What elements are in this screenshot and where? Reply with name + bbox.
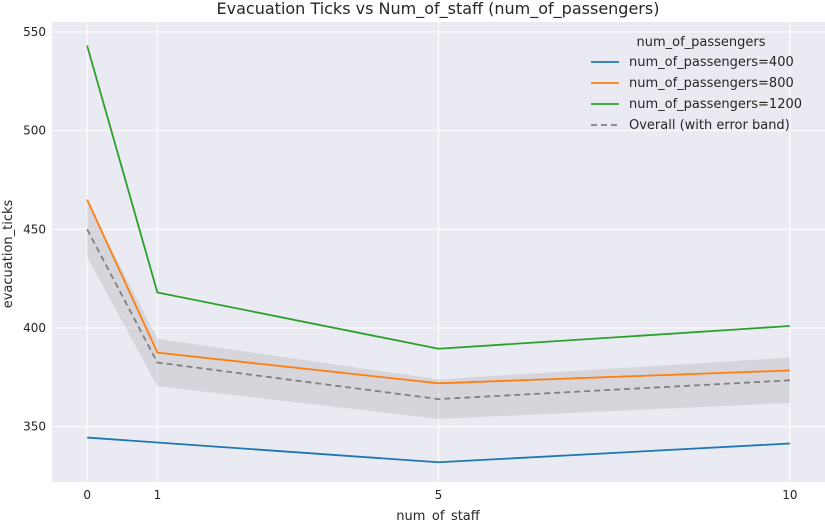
legend: num_of_passengers num_of_passengers=400n…	[591, 35, 802, 133]
series-lines	[86, 45, 790, 464]
y-axis-label: evacuation_ticks	[1, 199, 16, 308]
x-tick-label: 1	[154, 488, 162, 502]
series-line	[86, 199, 790, 385]
legend-entry: num_of_passengers=400	[629, 55, 794, 70]
chart-title: Evacuation Ticks vs Num_of_staff (num_of…	[217, 0, 660, 19]
y-tick-label: 450	[23, 222, 46, 236]
series-line	[87, 436, 790, 464]
grid-lines	[52, 22, 825, 482]
series-line	[86, 228, 790, 400]
series-line	[86, 45, 790, 350]
x-tick-label: 0	[83, 488, 91, 502]
x-tick-labels: 0 1 5 10	[83, 488, 797, 502]
y-tick-label: 400	[23, 321, 46, 335]
x-tick-label: 10	[782, 488, 797, 502]
legend-entry: Overall (with error band)	[629, 118, 790, 133]
y-tick-labels: 350 400 450 500 550	[23, 25, 46, 434]
x-tick-label: 5	[435, 488, 443, 502]
legend-entry: num_of_passengers=800	[629, 76, 794, 91]
y-tick-label: 500	[23, 124, 46, 138]
x-axis-label: num_of_staff	[396, 509, 481, 522]
y-tick-label: 550	[23, 25, 46, 39]
legend-entry: num_of_passengers=1200	[629, 97, 802, 112]
y-tick-label: 350	[23, 420, 46, 434]
legend-title: num_of_passengers	[636, 35, 765, 50]
